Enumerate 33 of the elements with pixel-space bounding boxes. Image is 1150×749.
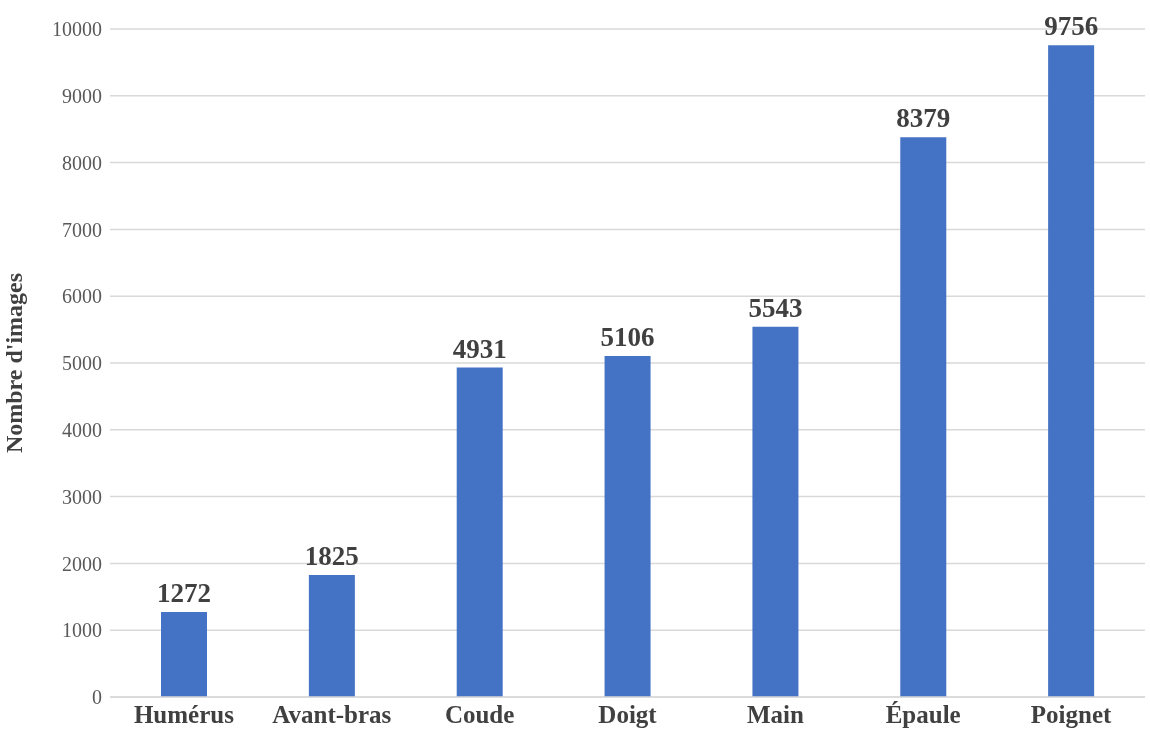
bar xyxy=(161,612,207,697)
y-tick-label: 4000 xyxy=(62,418,102,441)
bar xyxy=(308,575,355,697)
bar xyxy=(456,367,503,697)
bar xyxy=(752,326,799,697)
x-tick-label: Épaule xyxy=(885,700,961,728)
data-label: 1825 xyxy=(304,541,359,572)
x-tick-label: Humérus xyxy=(133,700,235,728)
data-label: 5543 xyxy=(748,292,803,323)
data-label: 9756 xyxy=(1044,11,1099,42)
x-tick-label: Poignet xyxy=(1030,700,1113,728)
data-label: 1272 xyxy=(157,578,211,609)
bar xyxy=(900,137,947,697)
data-label: 4931 xyxy=(452,333,507,364)
bar xyxy=(1048,45,1095,697)
x-tick-label: Coude xyxy=(444,700,515,728)
y-tick-label: 3000 xyxy=(62,485,102,508)
x-tick-label: Doigt xyxy=(598,700,658,728)
x-tick-label: Main xyxy=(746,700,804,728)
y-tick-label: 10000 xyxy=(52,18,102,41)
y-tick-label: 7000 xyxy=(62,218,102,241)
y-axis-title: Nombre d'images xyxy=(0,272,27,454)
y-tick-label: 1000 xyxy=(62,619,102,642)
bar xyxy=(604,355,651,697)
y-tick-label: 0 xyxy=(92,686,102,709)
data-label: 5106 xyxy=(600,321,655,352)
x-tick-label: Avant-bras xyxy=(272,700,392,728)
y-tick-label: 2000 xyxy=(62,552,102,575)
y-tick-label: 8000 xyxy=(62,151,102,174)
y-tick-label: 5000 xyxy=(62,352,102,375)
y-tick-label: 6000 xyxy=(62,285,102,308)
y-tick-label: 9000 xyxy=(62,84,102,107)
data-label: 8379 xyxy=(896,103,951,134)
